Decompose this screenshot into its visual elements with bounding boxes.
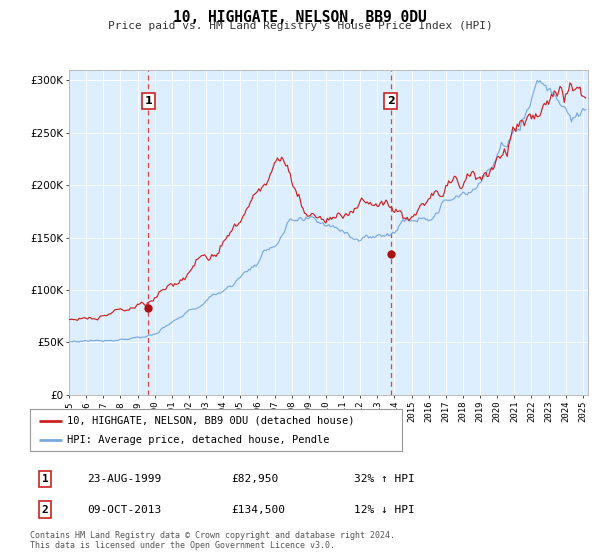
- Text: 09-OCT-2013: 09-OCT-2013: [87, 505, 161, 515]
- Text: 10, HIGHGATE, NELSON, BB9 0DU (detached house): 10, HIGHGATE, NELSON, BB9 0DU (detached …: [67, 416, 355, 426]
- Text: 12% ↓ HPI: 12% ↓ HPI: [354, 505, 415, 515]
- Text: 2: 2: [41, 505, 49, 515]
- Text: 32% ↑ HPI: 32% ↑ HPI: [354, 474, 415, 484]
- Text: 1: 1: [41, 474, 49, 484]
- Text: Price paid vs. HM Land Registry's House Price Index (HPI): Price paid vs. HM Land Registry's House …: [107, 21, 493, 31]
- Text: £134,500: £134,500: [231, 505, 285, 515]
- Text: £82,950: £82,950: [231, 474, 278, 484]
- Text: 10, HIGHGATE, NELSON, BB9 0DU: 10, HIGHGATE, NELSON, BB9 0DU: [173, 10, 427, 25]
- Text: Contains HM Land Registry data © Crown copyright and database right 2024.: Contains HM Land Registry data © Crown c…: [30, 531, 395, 540]
- Text: 1: 1: [145, 96, 152, 106]
- Text: This data is licensed under the Open Government Licence v3.0.: This data is licensed under the Open Gov…: [30, 541, 335, 550]
- Text: 2: 2: [386, 96, 394, 106]
- Text: HPI: Average price, detached house, Pendle: HPI: Average price, detached house, Pend…: [67, 435, 330, 445]
- Text: 23-AUG-1999: 23-AUG-1999: [87, 474, 161, 484]
